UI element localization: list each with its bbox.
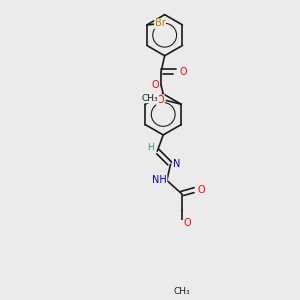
- Text: CH₃: CH₃: [142, 94, 158, 103]
- Text: O: O: [184, 218, 191, 228]
- Text: O: O: [157, 95, 164, 105]
- Text: O: O: [179, 67, 187, 77]
- Text: N: N: [173, 159, 180, 169]
- Text: H: H: [147, 143, 153, 152]
- Text: Br: Br: [155, 19, 166, 28]
- Text: CH₃: CH₃: [173, 287, 190, 296]
- Text: NH: NH: [152, 176, 167, 185]
- Text: O: O: [197, 185, 205, 195]
- Text: O: O: [151, 80, 159, 90]
